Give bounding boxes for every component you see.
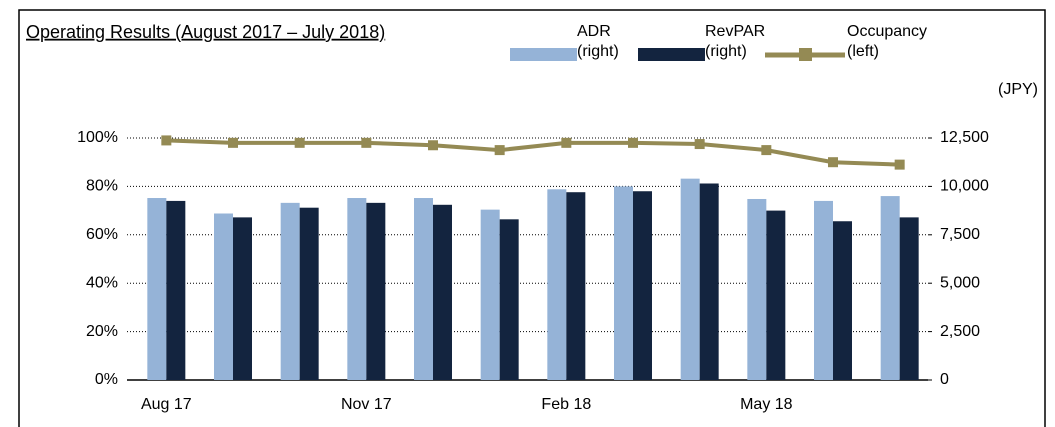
y-tick-label: 20% — [86, 323, 118, 340]
bar — [433, 204, 452, 380]
y2-tick-label: 12,500 — [940, 129, 989, 146]
bar — [547, 189, 567, 380]
legend-label: ADR (right) — [577, 23, 619, 60]
marker — [494, 145, 505, 156]
bar — [680, 178, 700, 380]
y2-axis-label: (JPY) — [998, 81, 1038, 98]
bar — [214, 213, 233, 380]
bar — [566, 192, 586, 380]
y-tick-label: 60% — [86, 226, 118, 243]
y-tick-label: 0% — [95, 371, 118, 388]
x-tick-label: Aug 17 — [141, 396, 192, 413]
marker — [828, 157, 838, 168]
bar — [280, 202, 300, 380]
legend-swatch — [510, 48, 577, 61]
y-tick-label: 40% — [86, 274, 118, 291]
marker — [228, 137, 238, 148]
y-tick-label: 100% — [77, 129, 118, 146]
legend-label: Occupancy (left) — [847, 23, 928, 60]
marker — [161, 135, 172, 146]
bar — [747, 198, 767, 380]
bar — [814, 200, 833, 380]
line — [166, 138, 900, 167]
bar — [366, 202, 386, 380]
marker — [428, 140, 438, 151]
bar — [299, 207, 319, 380]
x-tick-label: Nov 17 — [341, 396, 392, 413]
legend-swatch — [638, 48, 705, 61]
bar — [166, 200, 186, 380]
bar — [699, 183, 719, 380]
marker — [561, 137, 572, 148]
chart-title: Operating Results (August 2017 – July 20… — [26, 22, 385, 42]
bar — [347, 198, 367, 380]
x-tick-label: May 18 — [740, 396, 793, 413]
frame — [18, 9, 1046, 427]
legend-swatch — [799, 48, 812, 61]
bar — [499, 219, 519, 380]
marker — [761, 145, 772, 156]
marker — [628, 137, 638, 148]
y-tick-label: 80% — [86, 178, 118, 195]
marker — [894, 159, 905, 170]
bar — [833, 221, 852, 380]
bar — [480, 209, 500, 380]
bar — [899, 217, 919, 380]
y2-tick-label: 10,000 — [940, 178, 989, 195]
bar — [614, 186, 633, 380]
bar — [147, 198, 167, 380]
bar — [766, 210, 786, 380]
marker — [694, 139, 705, 150]
bar — [414, 198, 433, 380]
bar — [633, 191, 652, 380]
marker — [361, 137, 372, 148]
x-tick-label: Feb 18 — [541, 396, 591, 413]
y2-tick-label: 2,500 — [940, 323, 980, 340]
marker — [294, 137, 305, 148]
legend-label: RevPAR (right) — [705, 23, 766, 60]
bar — [233, 217, 252, 380]
y2-tick-label: 7,500 — [940, 226, 980, 243]
y2-tick-label: 5,000 — [940, 274, 980, 291]
bar — [880, 196, 900, 380]
y2-tick-label: 0 — [940, 371, 949, 388]
